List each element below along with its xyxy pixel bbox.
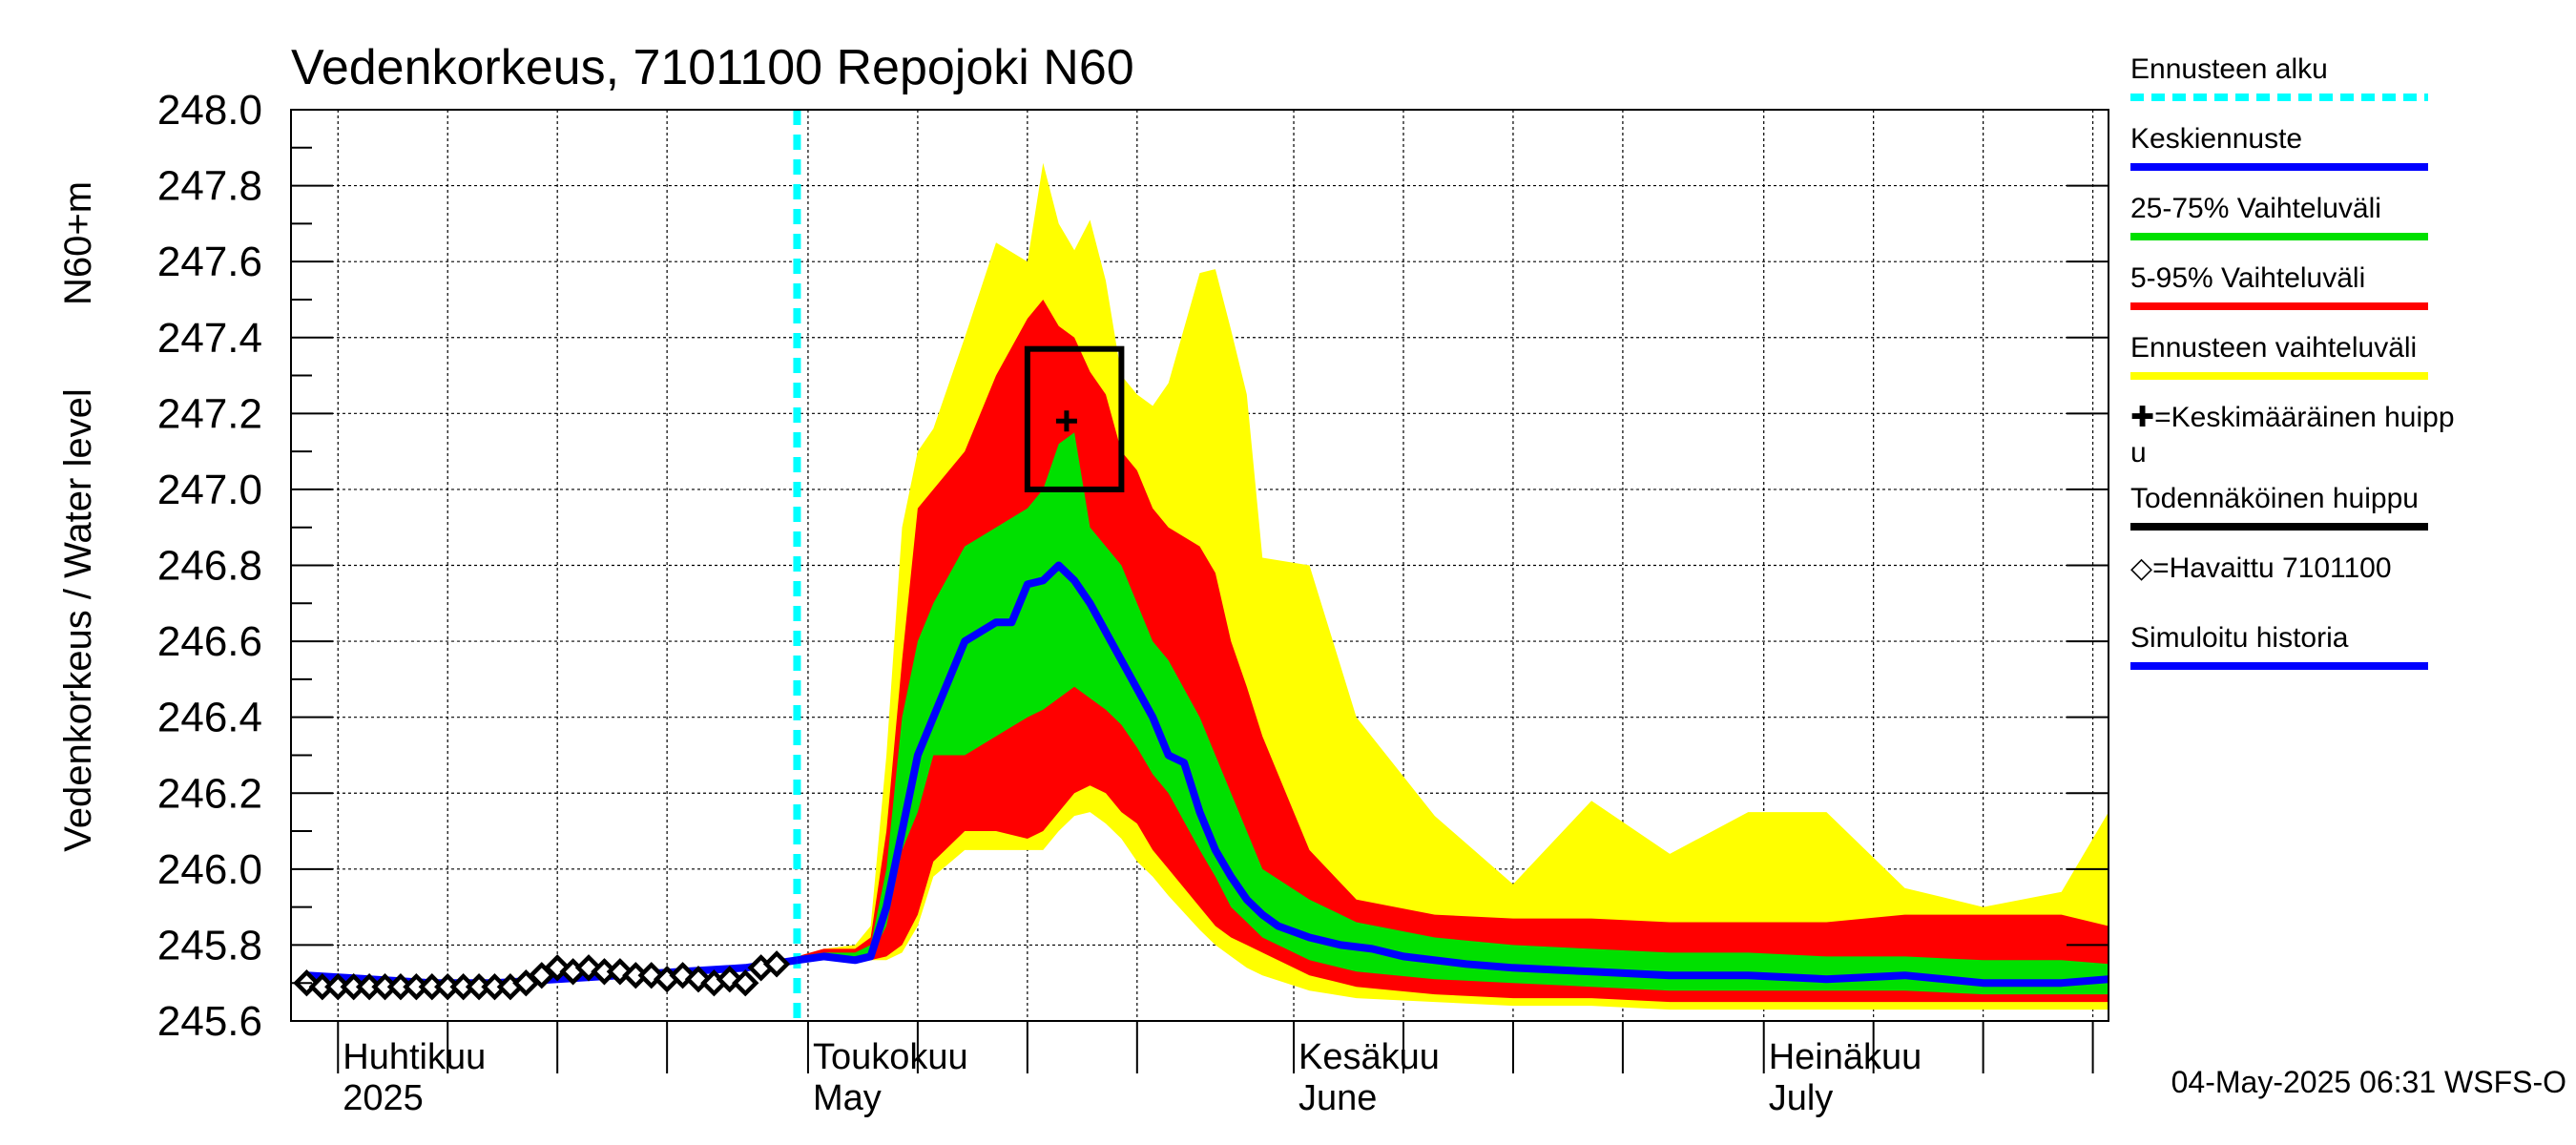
- chart-title: Vedenkorkeus, 7101100 Repojoki N60: [291, 40, 1134, 95]
- mean-peak-marker: [1055, 410, 1077, 432]
- y-tick-label: 247.0: [157, 467, 262, 513]
- y-ticks: 245.6 245.8 246.0 246.2 246.4 246.6 246.8 247.0…: [157, 87, 2109, 1045]
- y-axis-labels: Vedenkorkeus / Water level N60+m: [57, 181, 99, 852]
- y-axis-unit-label: N60+m: [57, 181, 99, 305]
- y-tick-label: 246.4: [157, 695, 262, 741]
- y-tick-label: 246.2: [157, 770, 262, 817]
- legend-label: Keskiennuste: [2130, 123, 2302, 155]
- x-month-sublabel: 2025: [343, 1078, 424, 1118]
- observed-point: [732, 969, 759, 997]
- legend-label: Todennäköinen huippu: [2130, 483, 2419, 514]
- y-tick-label: 247.6: [157, 239, 262, 285]
- y-tick-label: 247.8: [157, 163, 262, 210]
- y-tick-label: 245.8: [157, 922, 262, 968]
- band-5-95: [797, 300, 2109, 1003]
- legend-label: 25-75% Vaihteluväli: [2130, 193, 2381, 224]
- legend-label: Ennusteen vaihteluväli: [2130, 332, 2417, 364]
- x-month-label: Heinäkuu: [1769, 1037, 1922, 1077]
- x-month-sublabel: June: [1298, 1078, 1377, 1118]
- legend: Ennusteen alku Keskiennuste 25-75% Vaihtel…: [2130, 53, 2455, 670]
- y-tick-label: 248.0: [157, 87, 262, 134]
- legend-label: Simuloitu historia: [2130, 622, 2349, 654]
- legend-label: ✚=Keskimääräinen huipp: [2130, 402, 2455, 433]
- x-month-label: Huhtikuu: [343, 1037, 486, 1077]
- y-axis-label: Vedenkorkeus / Water level: [57, 388, 99, 851]
- x-month-label: Kesäkuu: [1298, 1037, 1440, 1077]
- x-month-label: Toukokuu: [813, 1037, 968, 1077]
- timestamp-label: 04-May-2025 06:31 WSFS-O: [2171, 1065, 2566, 1099]
- y-tick-label: 246.8: [157, 543, 262, 590]
- observed-point: [684, 966, 713, 993]
- observed-point: [762, 950, 791, 978]
- observed-point: [716, 966, 744, 993]
- probable-peak-box: [1024, 345, 1125, 492]
- y-tick-label: 246.0: [157, 846, 262, 893]
- legend-label: Ennusteen alku: [2130, 53, 2328, 85]
- median-forecast-line: [796, 561, 2109, 988]
- x-month-sublabel: May: [813, 1078, 882, 1118]
- y-tick-label: 245.6: [157, 998, 262, 1045]
- y-tick-label: 246.6: [157, 618, 262, 665]
- x-month-sublabel: July: [1769, 1078, 1834, 1118]
- y-tick-label: 247.2: [157, 390, 262, 437]
- y-tick-label: 247.4: [157, 315, 262, 362]
- legend-label: ◇=Havaittu 7101100: [2130, 552, 2392, 584]
- legend-label: 5-95% Vaihteluväli: [2130, 262, 2365, 294]
- observed-series: [293, 950, 791, 1001]
- observed-point: [637, 962, 665, 989]
- plot-area: 245.6 245.8 246.0 246.2 246.4 246.6 246.8 247.0…: [157, 87, 2109, 1118]
- legend-label-cont: u: [2130, 437, 2147, 468]
